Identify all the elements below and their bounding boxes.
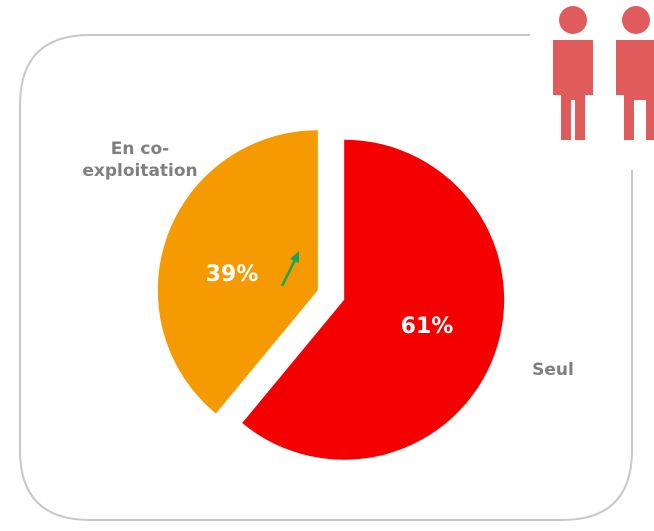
value-label: 61% (401, 314, 454, 339)
trend-arrow (280, 251, 299, 287)
value-label: 39% (206, 262, 259, 287)
category-label: Seul (532, 360, 574, 380)
pie-slice (157, 130, 318, 414)
category-label: En co-exploitation (82, 139, 198, 181)
pie-slice (242, 139, 505, 460)
people-icon (553, 6, 654, 140)
pie (157, 130, 505, 460)
frame (19, 34, 633, 521)
